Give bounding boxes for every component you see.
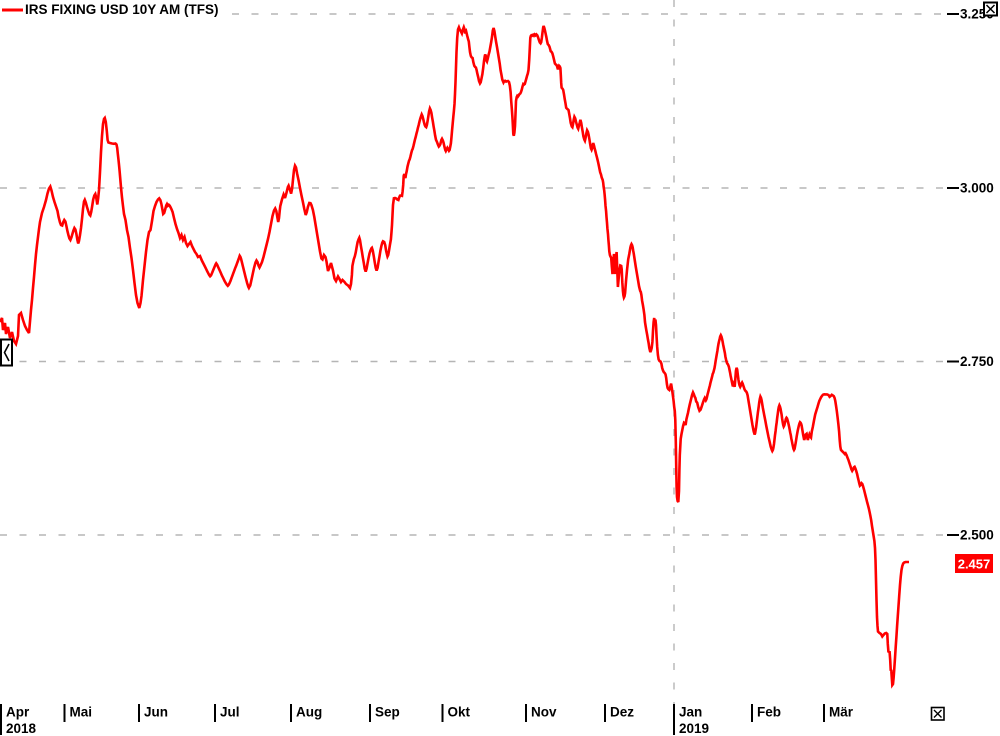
svg-text:2019: 2019 xyxy=(679,721,709,736)
svg-text:Aug: Aug xyxy=(296,705,322,720)
svg-text:2018: 2018 xyxy=(6,721,37,736)
svg-text:3.000: 3.000 xyxy=(960,181,994,196)
svg-text:2.457: 2.457 xyxy=(958,557,991,572)
svg-text:Mai: Mai xyxy=(70,705,93,720)
svg-text:Apr: Apr xyxy=(6,705,30,720)
svg-text:IRS FIXING USD 10Y AM (TFS): IRS FIXING USD 10Y AM (TFS) xyxy=(25,2,219,17)
svg-text:2.750: 2.750 xyxy=(960,354,994,369)
svg-text:Sep: Sep xyxy=(375,705,400,720)
svg-text:Feb: Feb xyxy=(757,705,781,720)
svg-text:Okt: Okt xyxy=(448,705,471,720)
svg-text:Jul: Jul xyxy=(220,705,240,720)
svg-text:2.500: 2.500 xyxy=(960,528,994,543)
svg-text:Jan: Jan xyxy=(679,705,702,720)
svg-text:Jun: Jun xyxy=(144,705,168,720)
svg-text:Nov: Nov xyxy=(531,705,557,720)
svg-text:Dez: Dez xyxy=(610,705,634,720)
svg-text:Mär: Mär xyxy=(829,705,854,720)
